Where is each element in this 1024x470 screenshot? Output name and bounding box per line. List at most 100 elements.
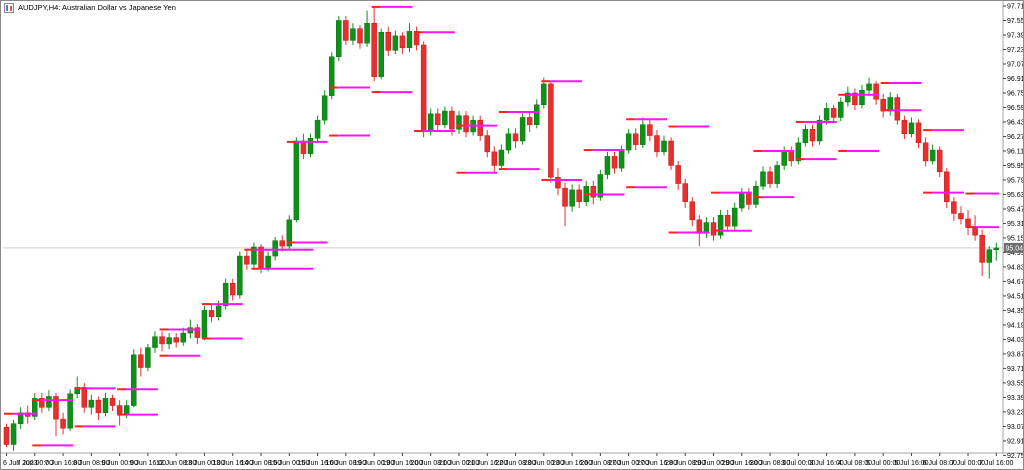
candle[interactable] bbox=[774, 165, 780, 184]
candle[interactable] bbox=[420, 44, 427, 132]
candle[interactable] bbox=[505, 133, 512, 151]
candle[interactable] bbox=[625, 133, 632, 151]
candle[interactable] bbox=[378, 32, 384, 77]
candle[interactable] bbox=[972, 226, 978, 236]
candle[interactable] bbox=[958, 213, 964, 220]
candle[interactable] bbox=[569, 189, 575, 207]
candle[interactable] bbox=[717, 215, 724, 236]
chart-title-bar[interactable]: AUDJPY,H4: Australian Dollar vs Japanese… bbox=[1, 1, 1023, 14]
candle[interactable] bbox=[632, 133, 639, 145]
candle[interactable] bbox=[152, 336, 158, 348]
candle[interactable] bbox=[463, 115, 469, 133]
candle[interactable] bbox=[215, 305, 222, 318]
candle[interactable] bbox=[477, 119, 483, 136]
candle[interactable] bbox=[350, 28, 356, 41]
candle[interactable] bbox=[873, 83, 879, 100]
candle[interactable] bbox=[173, 337, 179, 343]
candle[interactable] bbox=[689, 201, 696, 221]
candle[interactable] bbox=[611, 156, 618, 169]
candle[interactable] bbox=[816, 119, 823, 142]
candle[interactable] bbox=[668, 140, 674, 166]
candle[interactable] bbox=[60, 418, 66, 429]
candle[interactable] bbox=[343, 20, 349, 41]
candle[interactable] bbox=[364, 22, 370, 44]
candle[interactable] bbox=[484, 135, 491, 153]
candle[interactable] bbox=[710, 222, 717, 236]
candle[interactable] bbox=[979, 234, 985, 263]
candle[interactable] bbox=[830, 108, 837, 118]
candle[interactable] bbox=[272, 240, 278, 257]
candle[interactable] bbox=[116, 405, 123, 414]
candle[interactable] bbox=[944, 171, 950, 202]
candle[interactable] bbox=[760, 171, 766, 187]
candle[interactable] bbox=[802, 128, 809, 144]
candle[interactable] bbox=[491, 151, 498, 166]
candle[interactable] bbox=[138, 354, 144, 368]
candle[interactable] bbox=[845, 92, 851, 103]
candle[interactable] bbox=[654, 135, 660, 153]
candle[interactable] bbox=[251, 246, 257, 265]
candle[interactable] bbox=[449, 110, 455, 130]
candle[interactable] bbox=[534, 104, 540, 125]
candle[interactable] bbox=[739, 192, 745, 209]
candle[interactable] bbox=[237, 255, 243, 296]
candle[interactable] bbox=[159, 336, 165, 345]
candle[interactable] bbox=[194, 327, 201, 338]
candle[interactable] bbox=[286, 219, 293, 247]
candle[interactable] bbox=[3, 427, 10, 445]
candle[interactable] bbox=[767, 171, 773, 184]
candle[interactable] bbox=[357, 28, 363, 44]
candle[interactable] bbox=[399, 35, 406, 48]
candle[interactable] bbox=[640, 124, 646, 145]
candle[interactable] bbox=[307, 138, 314, 154]
candle[interactable] bbox=[336, 20, 342, 57]
candle[interactable] bbox=[279, 240, 285, 247]
candle[interactable] bbox=[852, 92, 858, 106]
candle[interactable] bbox=[265, 255, 271, 269]
candle[interactable] bbox=[661, 140, 667, 153]
candle[interactable] bbox=[46, 396, 52, 408]
candle[interactable] bbox=[993, 247, 1000, 250]
candle[interactable] bbox=[597, 174, 604, 198]
candle[interactable] bbox=[413, 31, 420, 46]
candle[interactable] bbox=[604, 156, 611, 175]
candle[interactable] bbox=[427, 113, 434, 132]
candle[interactable] bbox=[901, 119, 908, 134]
candle[interactable] bbox=[67, 393, 73, 429]
candle[interactable] bbox=[131, 354, 137, 406]
candle[interactable] bbox=[548, 83, 554, 178]
candle[interactable] bbox=[39, 398, 45, 408]
candle[interactable] bbox=[724, 215, 731, 227]
candle[interactable] bbox=[328, 56, 335, 96]
candle[interactable] bbox=[788, 151, 795, 162]
candle[interactable] bbox=[908, 122, 915, 134]
candle[interactable] bbox=[222, 282, 229, 307]
candle[interactable] bbox=[922, 142, 929, 162]
candle[interactable] bbox=[929, 149, 936, 162]
candle[interactable] bbox=[145, 347, 151, 368]
candle[interactable] bbox=[32, 398, 38, 417]
candle[interactable] bbox=[682, 183, 688, 202]
candle[interactable] bbox=[936, 149, 943, 173]
candle[interactable] bbox=[951, 201, 957, 214]
candle[interactable] bbox=[647, 124, 653, 136]
candle[interactable] bbox=[406, 31, 413, 48]
candle[interactable] bbox=[675, 165, 681, 184]
candle[interactable] bbox=[746, 192, 752, 205]
candle[interactable] bbox=[53, 396, 59, 420]
candle[interactable] bbox=[229, 282, 236, 296]
candle[interactable] bbox=[986, 249, 992, 263]
candle[interactable] bbox=[519, 117, 526, 142]
candle[interactable] bbox=[838, 101, 844, 118]
candle[interactable] bbox=[555, 176, 561, 189]
candle[interactable] bbox=[915, 122, 922, 144]
candle[interactable] bbox=[866, 83, 872, 91]
candle[interactable] bbox=[731, 207, 738, 227]
candle[interactable] bbox=[371, 22, 377, 77]
candle[interactable] bbox=[887, 97, 893, 112]
candle[interactable] bbox=[512, 133, 519, 142]
candle[interactable] bbox=[102, 398, 109, 414]
candle[interactable] bbox=[88, 399, 95, 408]
candle[interactable] bbox=[442, 110, 448, 125]
